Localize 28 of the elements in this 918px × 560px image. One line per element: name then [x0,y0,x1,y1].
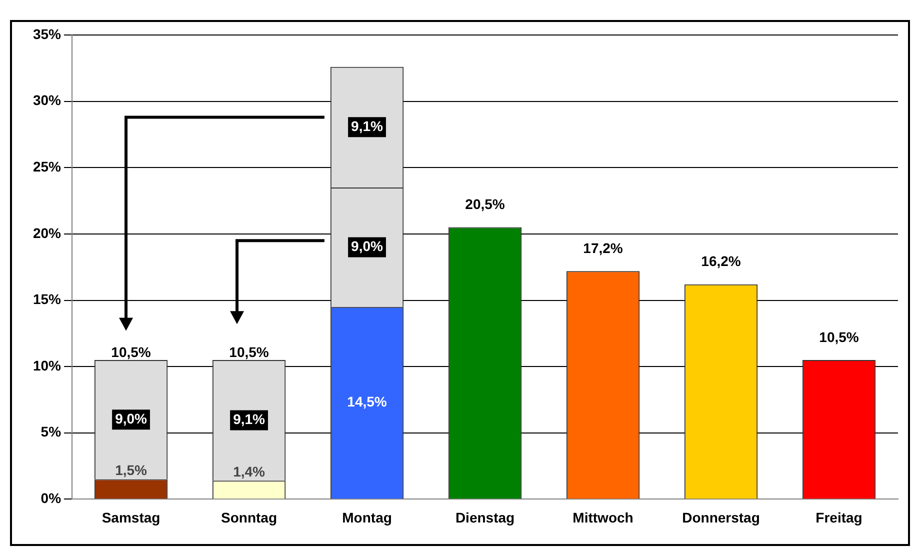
data-label: 9,0% [351,238,384,254]
x-tick-label: Freitag [816,509,862,526]
x-tick-label: Donnerstag [682,509,760,526]
y-tick-label: 35% [32,26,62,42]
data-label: 1,4% [233,463,266,480]
total-label: 17,2% [583,240,624,256]
y-tick-label: 20% [32,224,62,241]
total-label: 10,5% [229,344,270,360]
x-tick-label: Sonntag [221,509,278,526]
total-label: 20,5% [465,196,506,212]
x-tick-label: Montag [342,509,392,526]
y-tick-label: 0% [40,490,62,506]
x-tick-label: Mittwoch [572,509,634,526]
x-tick-label: Dienstag [455,509,515,526]
data-label: 9,1% [351,118,384,134]
total-label: 10,5% [819,328,860,345]
data-label: 9,0% [115,410,148,426]
y-tick-label: 10% [32,357,62,374]
total-label: 10,5% [111,344,152,360]
y-tick-label: 15% [32,291,62,308]
total-label: 16,2% [701,253,742,270]
y-tick-label: 25% [32,158,62,174]
data-label: 14,5% [347,394,388,410]
data-label: 9,1% [233,411,266,428]
y-tick-label: 30% [32,92,62,108]
data-label: 1,5% [115,462,148,478]
x-tick-label: Samstag [102,509,160,526]
y-tick-label: 5% [40,424,62,440]
